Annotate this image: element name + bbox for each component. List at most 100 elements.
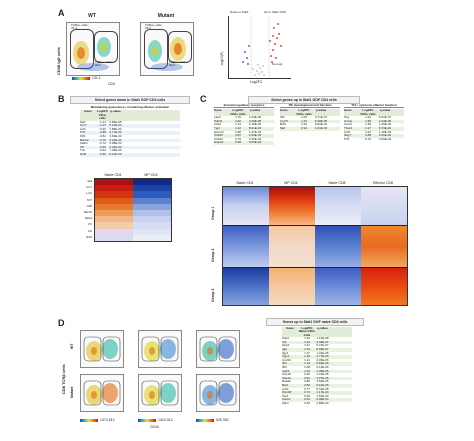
panel-c-section-title: Immunoregulatory receptors bbox=[214, 103, 274, 109]
fc-cell: -0.93 bbox=[99, 126, 106, 131]
wt-gate1-label: TCRα+ cells bbox=[71, 23, 88, 27]
q-cell: 2.77E-03 bbox=[109, 130, 122, 135]
q-cell: 4.40E-05 bbox=[248, 118, 262, 123]
q-cell: 5.08E-03 bbox=[109, 141, 122, 146]
fc-cell: Log2FC CD4+ cells bbox=[230, 108, 246, 116]
q-cell: 4.45E-06 bbox=[316, 357, 329, 362]
fc-cell: 0.68 bbox=[235, 140, 241, 145]
fc-cell: 1.02 bbox=[304, 368, 310, 373]
b-hm-cell bbox=[133, 191, 171, 198]
gene-cell: Socs1 bbox=[282, 397, 291, 402]
fc-cell: 1.31 bbox=[235, 122, 241, 127]
gene-cell: Cxcr3 bbox=[344, 122, 352, 127]
b-hm-cell bbox=[95, 203, 133, 210]
panel-b-row: Klf2 -0.81 3.64E-03 bbox=[80, 134, 180, 139]
b-hm-gene-label: Satb1 bbox=[84, 216, 92, 221]
panel-c-row: Maf 0.94 1.61E-03 bbox=[280, 126, 340, 131]
panel-c-row: Nkg7 0.89 2.41E-03 bbox=[344, 134, 404, 138]
panel-c-row: Havcr2 0.98 1.47E-03 bbox=[214, 129, 274, 135]
q-cell: 9.12E-06 bbox=[316, 364, 329, 369]
panel-a-colour-legend: 131.1 bbox=[72, 76, 101, 80]
gene-cell: Cxcl10 bbox=[282, 357, 292, 362]
q-cell: 2.18E-04 bbox=[248, 122, 262, 127]
d-flow-dots bbox=[199, 380, 237, 406]
mut-gate2-label: TCRα+ CD4+ bbox=[169, 60, 188, 64]
q-cell: 1.53E-04 bbox=[316, 393, 329, 398]
gene-cell: Txk bbox=[80, 148, 85, 153]
panel-d-legend-1: 1474.512 bbox=[80, 418, 115, 422]
d-header-q: q-value bbox=[317, 326, 328, 330]
panel-b-row: Satb1 -0.72 5.08E-03 bbox=[80, 142, 180, 146]
fc-cell: 0.82 bbox=[304, 382, 310, 387]
b-hm-gene-label: Tcf7 bbox=[86, 197, 92, 202]
d-flow-dots bbox=[83, 380, 121, 406]
q-cell: 6.33E-03 bbox=[109, 144, 122, 149]
q-cell: 8.12E-03 bbox=[109, 151, 122, 156]
d-flow-dots bbox=[141, 336, 179, 362]
panel-d-row: Bst2 0.82 6.10E-05 bbox=[282, 382, 352, 388]
gene-cell: Stat1 bbox=[282, 336, 290, 341]
panel-d-legend-2: 1424.312 bbox=[138, 418, 173, 422]
panel-d-row: Ly6a 0.77 8.41E-05 bbox=[282, 387, 352, 392]
wt-title: WT bbox=[88, 13, 96, 19]
fc-cell: -0.81 bbox=[99, 134, 106, 138]
gene-cell: Gene bbox=[280, 108, 288, 113]
c-hm-column-label: Effector CD8 bbox=[373, 181, 393, 185]
fc-cell: 1.64 bbox=[304, 339, 310, 344]
flow-plot-wt: TCRα+ cells 47.4 TCRα+ CD4+ 39.1 bbox=[66, 22, 120, 76]
panel-b-header-fc: Log2FC CD4+ cells bbox=[96, 109, 109, 121]
fc-cell: -1.07 bbox=[99, 123, 106, 128]
gene-cell: Nkg7 bbox=[344, 133, 352, 138]
panel-b-rows: Sell -1.21 2.84E-05 Ccr7 -1.07 5.12E-04 Lef1 -0… bbox=[80, 120, 180, 157]
q-cell: 8.96E-07 bbox=[316, 347, 329, 351]
panel-c-section-title: Tfh development and function bbox=[280, 103, 340, 109]
fc-cell: -0.69 bbox=[99, 144, 106, 149]
mut-gate1-label: TCRα+ cells bbox=[145, 23, 162, 27]
panel-b-row: Sell -1.21 2.84E-05 bbox=[80, 120, 180, 125]
panel-d-flow-plot bbox=[138, 374, 182, 412]
panel-c-header-row: Gene Log2FC CD4+ cells q-value bbox=[344, 109, 404, 117]
gene-cell: Cxcr5 bbox=[280, 118, 288, 123]
group-label-2: Group 2 bbox=[211, 248, 215, 262]
fc-cell: 0.98 bbox=[235, 129, 241, 134]
panel-d-flow-plot bbox=[196, 374, 240, 412]
panel-c-header-row: Gene Log2FC CD4+ cells q-value bbox=[280, 108, 340, 117]
fc-cell: -0.76 bbox=[99, 137, 106, 142]
panel-c-row: Ifng 1.91 5.02E-07 bbox=[344, 116, 404, 120]
volcano-annot-center: Non-sig bbox=[272, 62, 283, 66]
panel-d-row: Irf1 1.64 3.40E-07 bbox=[282, 339, 352, 345]
q-cell: 2.31E-05 bbox=[316, 372, 329, 377]
c-hm-band-cell bbox=[269, 267, 315, 305]
b-hm-gene-label: Txk bbox=[87, 228, 92, 233]
panel-d-header-row: Gene Log2FC Naive CD4+ cells q-value bbox=[282, 326, 352, 338]
b-hm-cell bbox=[95, 216, 133, 223]
volcano-annot-left: Down in Stat1 bbox=[230, 10, 249, 14]
q-cell: 2.41E-03 bbox=[378, 133, 392, 138]
panel-b-table: Maintaining quiescence / restraining eff… bbox=[80, 105, 180, 157]
panel-c-row: Tbx21 1.17 6.73E-04 bbox=[344, 126, 404, 131]
b-hm-cell bbox=[133, 210, 171, 217]
fc-cell: 0.69 bbox=[304, 393, 310, 398]
gene-cell: Entpd1 bbox=[214, 140, 224, 145]
fc-cell: 0.79 bbox=[235, 136, 241, 141]
panel-b-row: Il7r -0.69 6.33E-03 bbox=[80, 144, 180, 150]
fc-cell: 1.38 bbox=[365, 122, 371, 127]
q-cell: 1.03E-06 bbox=[248, 115, 262, 120]
b-hm-gene-label: Ccr7 bbox=[86, 185, 92, 190]
panel-d-row: Socs1 0.64 2.08E-04 bbox=[282, 398, 352, 402]
b-hm-cell bbox=[95, 185, 133, 192]
b-hm-gene-label: Klf2 bbox=[87, 203, 92, 208]
panel-c-row: Prf1 0.73 4.60E-03 bbox=[344, 137, 404, 142]
b-hm-cell bbox=[133, 222, 171, 229]
panel-d-flow-plot bbox=[80, 374, 124, 412]
gate-wt-2 bbox=[94, 31, 118, 63]
q-cell: 1.18E-03 bbox=[378, 129, 392, 134]
b-hm-cell bbox=[133, 203, 171, 210]
c-hm-band-cell bbox=[269, 225, 315, 267]
gene-cell: Psmb8 bbox=[282, 390, 292, 395]
flow-plot-mutant: TCRα+ cells 33.0 TCRα+ CD4+ 30.4 bbox=[140, 22, 194, 76]
colour-scale-bar bbox=[72, 76, 90, 80]
gene-cell: Irgm1 bbox=[282, 354, 290, 359]
fc-cell: 1.44 bbox=[301, 118, 307, 123]
q-cell: 6.83E-06 bbox=[316, 361, 329, 366]
